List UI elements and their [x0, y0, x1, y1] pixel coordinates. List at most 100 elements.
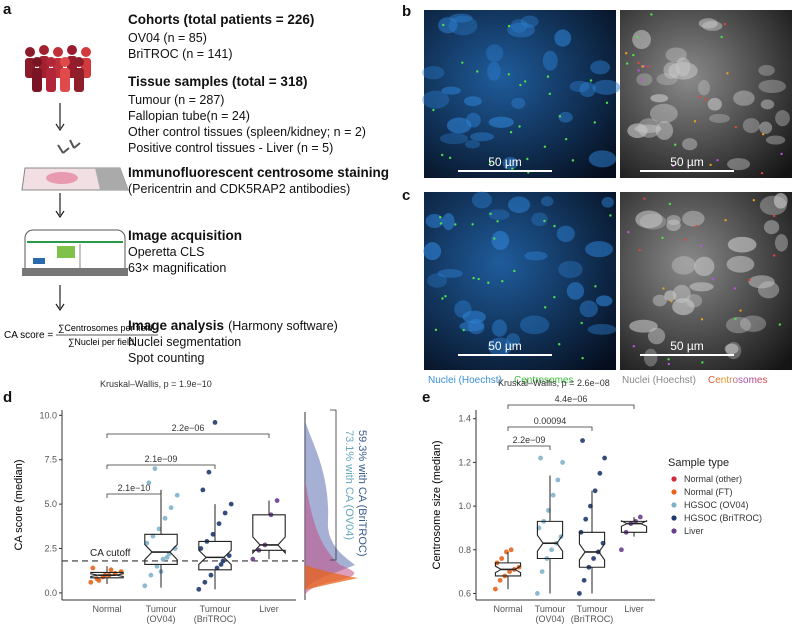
centrosome [471, 223, 474, 226]
formula: CA score = ∑Centrosomes per field ∑Nucle… [4, 323, 158, 347]
centrosome [489, 212, 492, 216]
centrosome [594, 285, 597, 288]
density-label: 59.3% with CA (BriTROC) [356, 430, 368, 557]
test-label: Kruskal–Wallis, p = 2.6e−08 [498, 378, 610, 388]
centrosome [699, 244, 703, 247]
centrosome [511, 167, 514, 170]
centrosome [724, 219, 727, 222]
cell [454, 300, 472, 318]
centrosome [553, 295, 556, 299]
cell [760, 99, 775, 110]
centrosome [661, 236, 664, 240]
centrosome [662, 287, 665, 290]
data-point [560, 460, 565, 465]
data-point [96, 578, 102, 583]
cell [685, 294, 703, 308]
cell [506, 333, 521, 348]
panel-label: e [422, 389, 430, 406]
centrosome [778, 323, 782, 326]
cell [672, 284, 691, 304]
legend-swatch [671, 502, 677, 508]
comparison-bracket [507, 404, 635, 409]
centrosome [734, 125, 737, 129]
data-point [216, 521, 222, 527]
cell [682, 210, 705, 227]
cell [542, 50, 558, 71]
cell [635, 210, 663, 229]
caption: Nuclei (Hoechst) [428, 375, 502, 386]
cell [502, 156, 518, 170]
y-tick-label: 1.2 [458, 457, 471, 467]
cell [775, 110, 790, 127]
centrosome [526, 157, 529, 161]
centrosome [448, 156, 452, 160]
cell [682, 138, 698, 151]
centrosome [589, 79, 593, 82]
centrosome [518, 125, 521, 128]
x-tick-label: Tumour (BriTROC) [571, 604, 614, 624]
cell [470, 132, 494, 142]
cell [487, 61, 501, 81]
data-point [202, 579, 208, 585]
centrosome [543, 219, 546, 223]
centrosome [476, 70, 479, 73]
cell [652, 294, 667, 307]
comparison-bracket [507, 445, 551, 450]
y-tick-label: 0.0 [44, 588, 57, 598]
cell [488, 116, 514, 128]
data-point [508, 547, 514, 553]
centrosome [625, 52, 628, 55]
cell [427, 273, 448, 288]
centrosome [544, 306, 547, 309]
cell [733, 90, 755, 106]
step-line: OV04 (n = 85) [128, 31, 207, 45]
data-point [142, 583, 148, 589]
step-title: Image analysis (Harmony software) [128, 318, 338, 333]
centrosome [671, 164, 675, 168]
cell [765, 135, 786, 145]
scale-bar-label: 50 µm [488, 155, 522, 169]
data-point [168, 505, 174, 511]
cell [508, 196, 531, 213]
cell [698, 18, 718, 29]
data-point [174, 492, 180, 498]
centrosome [444, 295, 447, 298]
data-point [493, 586, 498, 592]
data-point [200, 487, 206, 493]
caption: Nuclei (Hoechst) [622, 375, 696, 386]
y-tick-label: 1.0 [458, 501, 471, 511]
centrosome [609, 214, 612, 217]
cell [636, 73, 653, 86]
x-tick-label: Liver [624, 604, 644, 614]
cell [463, 96, 482, 107]
cell [558, 260, 583, 279]
centrosome [496, 220, 499, 223]
cell [707, 97, 722, 111]
data-point [220, 558, 226, 564]
y-tick-label: 10.0 [39, 410, 57, 420]
comparison-bracket [106, 433, 270, 438]
cell [511, 97, 526, 109]
centrosome [773, 254, 776, 257]
data-point [208, 572, 214, 578]
legend-label: Normal (FT) [684, 487, 733, 497]
data-point [274, 498, 280, 503]
comparison-label: 0.00094 [534, 416, 567, 426]
data-point [597, 470, 603, 476]
x-tick-label: Tumour (OV04) [146, 604, 177, 624]
centrosome [638, 248, 641, 252]
cell [742, 118, 760, 134]
centrosome [580, 321, 583, 325]
cell [491, 230, 510, 250]
data-point [156, 526, 162, 532]
data-point [250, 556, 256, 562]
data-point [228, 501, 234, 507]
caption: Centrosomes [708, 375, 767, 386]
workflow-text: Cohorts (total patients = 226) OV04 (n =… [128, 12, 389, 365]
cell [423, 242, 442, 261]
scale-bar-label: 50 µm [670, 155, 704, 169]
centrosome [548, 92, 552, 96]
cell [520, 15, 539, 28]
centrosome [693, 120, 697, 123]
cell [724, 343, 739, 355]
